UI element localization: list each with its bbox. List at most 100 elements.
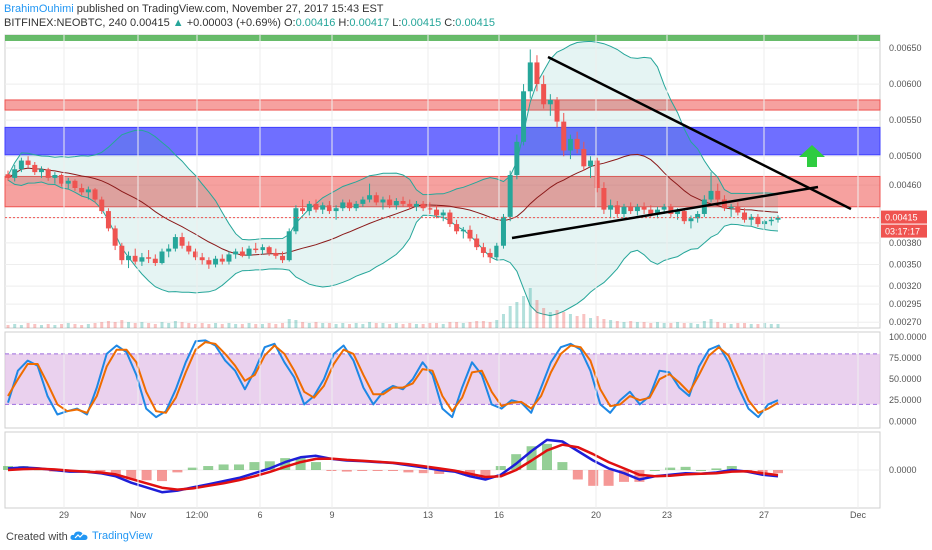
publish-line: BrahimOuhimi published on TradingView.co… [4, 3, 384, 15]
candle [541, 84, 547, 105]
macd-histogram-bar [726, 466, 737, 470]
trading-chart[interactable]: 0.00650 0.00600 0.00550 0.00500 0.00460 0.003… [0, 0, 932, 526]
stoch-tick-label: 75.0000 [889, 353, 922, 363]
price-pane[interactable]: 0.00650 0.00600 0.00550 0.00500 0.00460 0.003… [4, 34, 927, 329]
x-tick-label: 27 [759, 510, 769, 520]
time-axis: 29 Nov 12:00 6 9 13 16 20 23 27 Dec [59, 35, 867, 520]
macd-histogram-bar [418, 470, 429, 474]
volume-bar [461, 323, 465, 328]
macd-histogram-bar [218, 464, 229, 470]
low-label: L: [392, 17, 402, 29]
candle [561, 121, 567, 151]
bollinger-lower [7, 179, 779, 317]
volume-bar [66, 323, 70, 328]
volume-bar [568, 314, 572, 328]
candle [567, 138, 573, 151]
volume-bar [240, 324, 244, 328]
chart-header: BrahimOuhimi published on TradingView.co… [0, 0, 932, 32]
volume-bar [93, 323, 97, 328]
candle [420, 203, 426, 209]
symbol-name: BITFINEX:NEOBTC, 240 [4, 17, 127, 29]
candle [634, 206, 640, 212]
candle [266, 247, 272, 253]
macd-histogram-bar [665, 467, 676, 470]
x-tick-label: Dec [850, 510, 867, 520]
macd-histogram-bar [157, 470, 167, 482]
volume-bar [414, 324, 418, 328]
candle [373, 195, 379, 203]
candle [434, 209, 440, 216]
candle [313, 203, 319, 210]
macd-pane[interactable]: 0.0000 [3, 431, 917, 509]
volume-bar [481, 321, 485, 328]
candle [119, 245, 125, 261]
volume-bar [749, 324, 753, 328]
candle [554, 99, 560, 122]
candle [748, 216, 754, 220]
candle [413, 203, 419, 207]
countdown-tag [881, 224, 927, 238]
candle [527, 62, 533, 92]
volume-bar [394, 323, 398, 328]
volume-bar [689, 323, 693, 328]
volume-bar [629, 321, 633, 328]
zone-1 [4, 99, 881, 111]
candle [768, 219, 774, 222]
tradingview-cloud-icon [70, 531, 88, 540]
macd-histogram-bar [680, 466, 691, 470]
macd-histogram-bar [572, 470, 583, 480]
tradingview-logo[interactable]: TradingView [70, 530, 153, 542]
volume-bar [274, 324, 278, 328]
bollinger-fill [8, 41, 778, 316]
volume-bar [756, 324, 760, 328]
candle [708, 190, 714, 200]
candle [179, 237, 185, 246]
candle [688, 218, 694, 222]
volume-bar [441, 324, 445, 328]
top-zone-band [5, 35, 880, 41]
volume-bar [106, 321, 110, 328]
volume-bar [769, 324, 773, 328]
x-tick-label: 23 [662, 510, 672, 520]
candle [18, 160, 24, 170]
candle [614, 205, 620, 214]
candle [333, 208, 339, 212]
price-tick-label: 0.00600 [889, 79, 922, 89]
macd-histogram-bar [372, 470, 383, 471]
volume-bar [729, 324, 733, 328]
candle [239, 251, 245, 256]
volume-bar [528, 288, 532, 328]
volume-bar [435, 323, 439, 328]
macd-histogram-bar [357, 470, 368, 471]
last-price-label: 0.00415 [885, 213, 918, 223]
volume-bar [501, 314, 505, 328]
candle [521, 91, 527, 142]
volume-bar [33, 324, 37, 328]
volume-bar [120, 320, 124, 328]
volume-bar [696, 324, 700, 328]
volume-bar [662, 323, 666, 328]
volume-bar [388, 324, 392, 328]
volume-bar [743, 323, 747, 328]
volume-bar [140, 322, 144, 328]
volume-bar [26, 323, 30, 328]
volume-bar [468, 322, 472, 328]
candle [206, 260, 212, 265]
candle [59, 175, 65, 184]
x-tick-label: 9 [329, 510, 334, 520]
macd-histogram-bar [280, 458, 291, 470]
volume-bar [73, 324, 77, 328]
volume-bar [455, 322, 459, 328]
volume-bar [615, 321, 619, 328]
candle [648, 209, 654, 214]
volume-bar [314, 322, 318, 328]
volume-bar [301, 322, 305, 328]
candle [514, 141, 520, 176]
candle [25, 160, 31, 165]
author-link[interactable]: BrahimOuhimi [4, 3, 74, 15]
candle [661, 206, 667, 210]
stochastic-pane[interactable]: 100.0000 75.0000 50.0000 25.0000 0.0000 [4, 331, 927, 429]
volume-bar [294, 320, 298, 328]
volume-bar [368, 322, 372, 328]
volume-bar [401, 324, 405, 328]
